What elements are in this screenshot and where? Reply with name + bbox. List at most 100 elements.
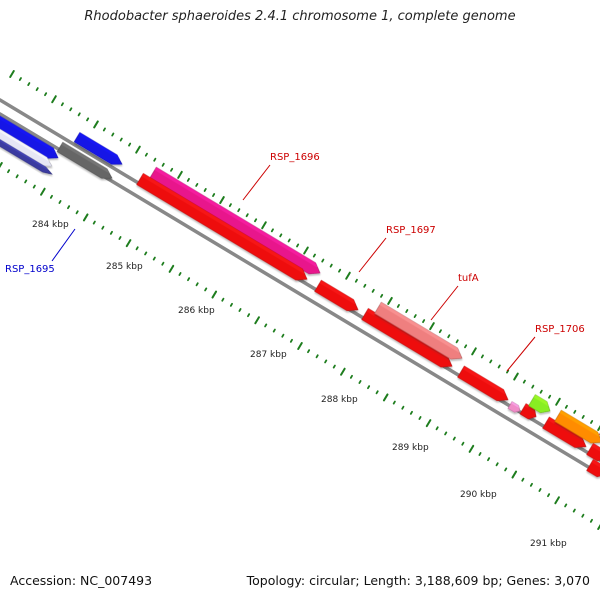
- gene-label[interactable]: tufA: [458, 273, 479, 284]
- minor-tick: [264, 323, 268, 328]
- minor-tick: [254, 218, 258, 223]
- kbp-label: 289 kbp: [392, 443, 429, 453]
- minor-tick: [380, 293, 384, 298]
- red-feature-group: [136, 173, 311, 284]
- gene-label[interactable]: RSP_1695: [5, 264, 55, 275]
- pink-feature[interactable]: [507, 401, 522, 415]
- minor-tick: [358, 380, 362, 384]
- minor-tick: [152, 256, 156, 261]
- minor-tick: [480, 354, 484, 359]
- minor-tick: [418, 416, 422, 420]
- minor-tick: [401, 405, 405, 410]
- orange-feature[interactable]: [554, 409, 600, 448]
- gray-feature[interactable]: [56, 141, 115, 183]
- minor-tick: [324, 359, 328, 364]
- minor-tick: [413, 314, 417, 318]
- major-tick: [340, 367, 346, 376]
- minor-tick: [409, 410, 413, 415]
- accession-text: Accession: NC_007493: [10, 573, 153, 588]
- minor-tick: [67, 205, 71, 210]
- minor-tick: [60, 102, 64, 107]
- minor-tick: [548, 394, 552, 399]
- magenta-feature[interactable]: [149, 166, 324, 278]
- orange-feature-group: [554, 409, 600, 448]
- major-tick: [511, 470, 518, 479]
- minor-tick: [307, 349, 311, 354]
- major-tick: [51, 95, 57, 104]
- minor-tick: [564, 503, 568, 508]
- gene-features: [0, 81, 600, 480]
- major-tick: [0, 161, 3, 168]
- feature-highlight: [0, 81, 56, 153]
- minor-tick: [581, 513, 585, 518]
- minor-tick: [237, 208, 241, 213]
- minor-tick: [229, 302, 233, 307]
- navy-feature-group: [0, 104, 53, 175]
- red-feature[interactable]: [314, 279, 362, 315]
- major-tick: [9, 69, 15, 79]
- minor-tick: [438, 329, 442, 334]
- red-feature[interactable]: [586, 443, 600, 464]
- minor-tick: [504, 467, 508, 472]
- minor-tick: [221, 297, 225, 302]
- lime-feature-group: [528, 394, 551, 414]
- major-tick: [597, 425, 600, 432]
- feature-highlight: [547, 417, 584, 442]
- major-tick: [93, 120, 99, 129]
- gene-label[interactable]: RSP_1697: [386, 225, 436, 236]
- pink-feature-group: [507, 401, 522, 415]
- minor-tick: [109, 230, 113, 235]
- feature-highlight: [366, 308, 450, 362]
- red-feature-group: [457, 365, 512, 405]
- minor-tick: [589, 518, 593, 523]
- salmon-feature-group: [374, 301, 466, 364]
- minor-tick: [489, 359, 493, 364]
- feature-highlight: [559, 410, 600, 438]
- minor-tick: [371, 288, 375, 293]
- red-feature[interactable]: [586, 459, 600, 480]
- gene-label[interactable]: RSP_1696: [270, 152, 320, 163]
- feature-highlight: [141, 173, 305, 275]
- gene-label-leader: [358, 237, 387, 273]
- minor-tick: [478, 452, 482, 456]
- feature-highlight: [511, 401, 520, 409]
- gene-label[interactable]: RSP_1706: [535, 324, 585, 335]
- minor-tick: [573, 409, 577, 414]
- feature-highlight: [462, 366, 506, 395]
- minor-tick: [447, 334, 451, 339]
- kbp-label: 286 kbp: [178, 306, 215, 316]
- kbp-label: 287 kbp: [250, 350, 287, 360]
- minor-tick: [118, 236, 122, 240]
- minor-tick: [7, 169, 11, 174]
- minor-tick: [522, 379, 526, 384]
- major-tick: [125, 239, 132, 248]
- red-feature[interactable]: [136, 173, 311, 284]
- blue-feature-group: [73, 132, 125, 168]
- minor-tick: [281, 333, 285, 338]
- gene-label-leader: [51, 228, 76, 262]
- gene-label-leader: [506, 336, 536, 372]
- minor-tick: [435, 426, 439, 431]
- minor-tick: [392, 400, 396, 405]
- minor-tick: [444, 431, 448, 436]
- kbp-label: 285 kbp: [106, 262, 143, 272]
- red-feature-group: [586, 459, 600, 480]
- minor-tick: [75, 210, 79, 215]
- red-feature-group: [314, 279, 362, 315]
- salmon-feature[interactable]: [374, 301, 466, 364]
- minor-tick: [375, 390, 379, 395]
- minor-tick: [422, 319, 426, 324]
- backbone-line: [0, 112, 600, 477]
- topology-text: Topology: circular; Length: 3,188,609 bp…: [246, 573, 590, 588]
- kbp-label: 288 kbp: [321, 395, 358, 405]
- minor-tick: [111, 132, 115, 137]
- minor-tick: [49, 194, 53, 199]
- blue-feature[interactable]: [73, 132, 125, 168]
- red-feature[interactable]: [457, 365, 512, 405]
- minor-tick: [32, 184, 36, 189]
- minor-tick: [161, 261, 165, 266]
- major-tick: [513, 372, 519, 381]
- major-tick: [429, 322, 435, 331]
- minor-tick: [312, 253, 316, 258]
